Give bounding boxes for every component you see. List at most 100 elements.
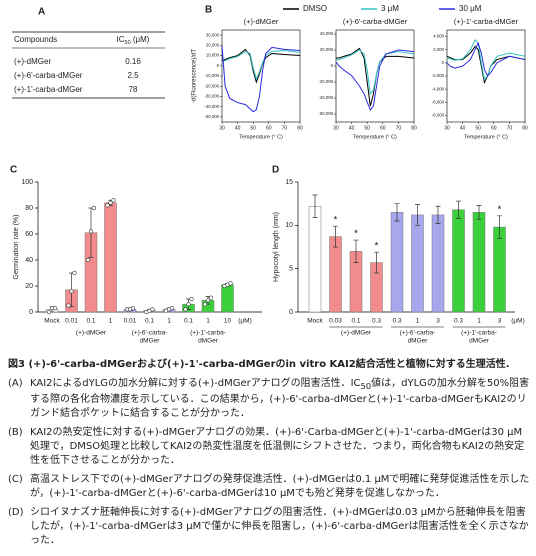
group-label: (+)-6'-carba- [400, 330, 436, 337]
y-tick-label: 20 [25, 283, 33, 290]
caption-item: (C) 高温ストレス下での(+)-dMGerアナログの発芽促進活性．(+)-dMG… [8, 473, 530, 501]
chart-title: (+)-1'-carba-dMGer [454, 17, 519, 26]
data-point [66, 303, 71, 308]
data-line [221, 49, 301, 81]
group-label: dMGer [140, 338, 161, 345]
y-tick-label: 15 [285, 179, 293, 186]
y-tick-label: 20,000 [206, 42, 220, 47]
caption: 図3 (+)-6'-carba-dMGerおよび(+)-1'-carba-dMG… [8, 358, 530, 553]
error-bar [476, 205, 482, 220]
legend-label: DMSO [303, 4, 327, 13]
data-point [88, 229, 94, 234]
x-tick-label: 10 [224, 318, 232, 325]
data-line [336, 47, 415, 107]
x-tick-label: 0.01 [124, 318, 137, 325]
caption-item-label: (A) [8, 378, 23, 389]
data-point [150, 307, 155, 312]
caption-item-text: 高温ストレス下での(+)-dMGerアナログの発芽促進活性．(+)-dMGerは… [30, 473, 530, 501]
error-bar [312, 194, 318, 218]
table-cell: 78 [129, 85, 138, 94]
table-header: Compounds [14, 35, 57, 44]
caption-item-text: KAI2によるdYLGの加水分解に対する(+)-dMGerアナログの阻害活性．I… [30, 377, 530, 421]
y-tick-label: -20,000 [204, 83, 219, 88]
y-tick-label: -40,000 [204, 104, 219, 109]
significance-mark: * [498, 204, 502, 215]
x-tick-label: 0.1 [86, 318, 95, 325]
y-tick-label: 10 [285, 222, 293, 229]
data-line [221, 48, 301, 84]
group-label: dMGer [198, 338, 219, 345]
x-tick-label: 1 [416, 318, 420, 325]
y-tick-label: -4,000 [432, 86, 445, 91]
error-bar [497, 215, 502, 239]
data-line [446, 38, 526, 81]
x-tick-label: 0.3 [392, 318, 401, 325]
data-point [130, 306, 136, 311]
bar [472, 212, 486, 313]
data-point [69, 289, 74, 294]
y-tick-label: 60 [25, 231, 33, 238]
table-cell: (+)-1'-carba-dMGer [14, 85, 83, 94]
x-tick-label: 0.01 [65, 318, 78, 325]
table-header: IC50 (μM) [117, 35, 150, 46]
x-tick-label: Mock [307, 318, 323, 325]
y-tick-label: 30,000 [206, 32, 220, 37]
caption-item-label: (B) [8, 427, 23, 438]
caption-item-label: (C) [8, 474, 23, 485]
data-point [91, 205, 97, 211]
group-label: (+)-dMGer [76, 330, 107, 337]
data-line [446, 41, 526, 77]
table-cell: (+)-dMGer [14, 57, 51, 66]
bar [329, 236, 342, 313]
significance-mark: * [354, 229, 358, 240]
caption-text-part: KAI2の熱安定性に対する(+)-dMGerアナログの効果．(+)-6'-Car… [30, 427, 525, 466]
plot-frame [221, 29, 301, 123]
data-point [46, 309, 52, 315]
x-tick-label: 70 [396, 125, 402, 131]
caption-title: 図3 (+)-6'-carba-dMGerおよび(+)-1'-carba-dMG… [8, 359, 510, 370]
y-tick-label: -50,000 [204, 114, 219, 119]
y-tick-label: 20,000 [320, 47, 334, 52]
error-bar [374, 251, 379, 274]
x-tick-label: 60 [491, 125, 497, 131]
y-tick-label: 0 [29, 309, 33, 316]
bar [221, 284, 234, 313]
x-tick-label: 80 [411, 125, 417, 131]
y-tick-label: 40 [25, 257, 33, 264]
x-tick-label: 0.1 [145, 318, 154, 325]
x-tick-label: 1 [206, 318, 210, 325]
y-tick-label: -6,000 [432, 99, 445, 104]
error-bar [353, 239, 359, 263]
plot-frame [446, 29, 526, 123]
data-line [335, 49, 415, 112]
x-tick-label: 0.1 [184, 318, 193, 325]
caption-text-part: 50 [360, 381, 372, 391]
x-tick-label: 50 [250, 125, 256, 131]
panel-label: B [205, 5, 212, 16]
panel-label: A [38, 7, 45, 18]
data-point [111, 198, 116, 203]
data-point [189, 296, 194, 302]
y-tick-label: -40,000 [318, 95, 333, 100]
error-bar [333, 225, 338, 248]
bar [411, 214, 424, 313]
x-tick-label: 80 [522, 125, 528, 131]
x-axis-label: Temperature (° C) [464, 134, 508, 140]
caption-item: (D) シロイヌナズナ胚軸伸長に対する(+)-dMGerアナログの阻害活性．(+)… [8, 506, 530, 548]
group-label: (+)-1'-carba- [461, 330, 497, 337]
x-tick-label: 0.3 [372, 318, 381, 325]
data-point [169, 306, 175, 311]
x-axis-label: Temperature (° C) [239, 134, 283, 140]
caption-text-part: 高温ストレス下での(+)-dMGerアナログの発芽促進活性．(+)-dMGerは… [30, 474, 530, 499]
y-tick-label: 10,000 [206, 53, 220, 58]
error-bar [435, 205, 441, 224]
x-tick-label: 60 [266, 125, 272, 131]
data-line [221, 45, 301, 113]
y-tick-label: -8,000 [432, 113, 445, 118]
y-tick-label: 80 [25, 205, 33, 212]
group-label: dMGer [408, 338, 429, 345]
error-bar [415, 204, 420, 226]
x-tick-label: 40 [349, 125, 355, 131]
